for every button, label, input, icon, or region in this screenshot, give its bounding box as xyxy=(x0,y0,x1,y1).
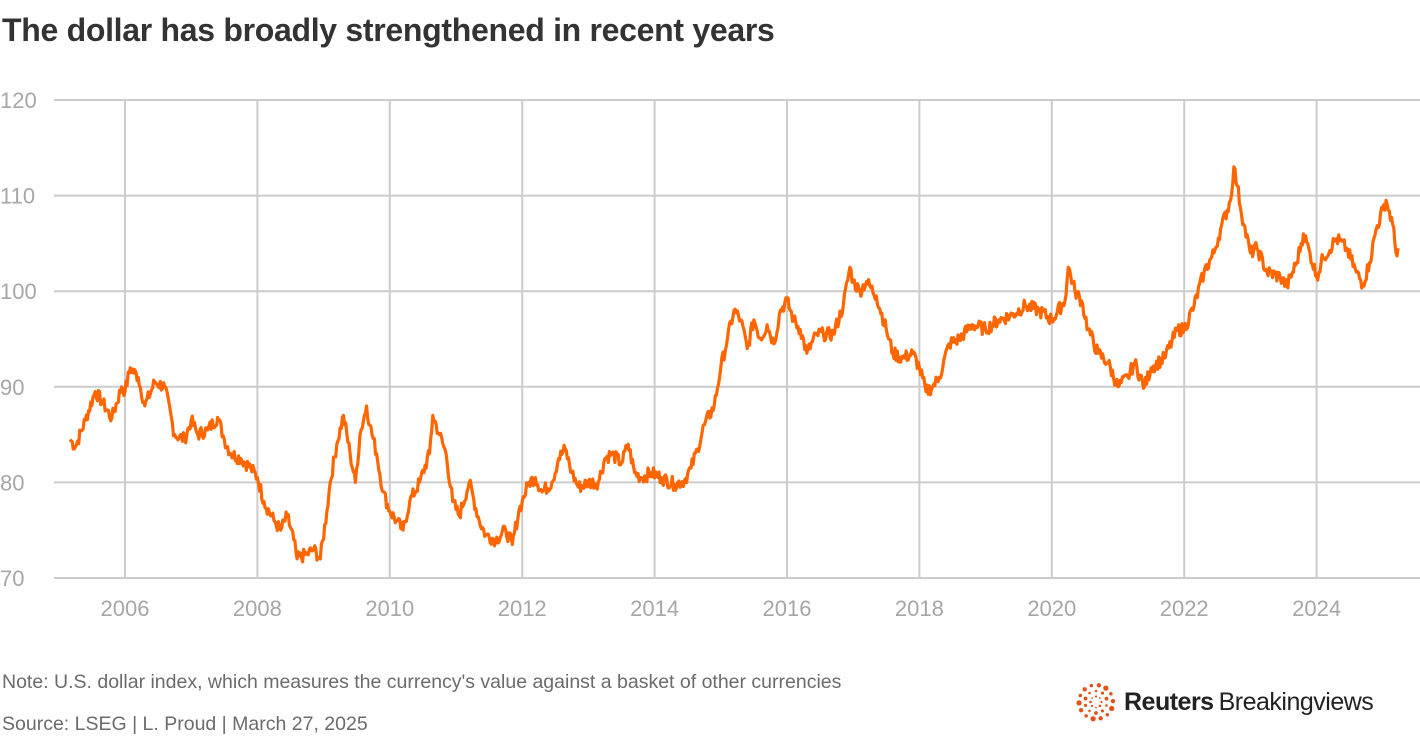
x-tick-label: 2020 xyxy=(1027,596,1076,621)
chart-note: Note: U.S. dollar index, which measures … xyxy=(2,671,842,693)
logo-dot xyxy=(1105,712,1110,717)
logo-dot xyxy=(1078,708,1084,713)
logo-dot xyxy=(1098,716,1103,721)
y-tick-label: 100 xyxy=(0,279,37,304)
x-tick-label: 2016 xyxy=(763,596,812,621)
grid xyxy=(54,99,1420,579)
y-axis-labels: 70 80 90 100 110 120 xyxy=(0,88,37,591)
y-tick-label: 70 xyxy=(0,566,24,591)
x-tick-label: 2012 xyxy=(498,596,547,621)
y-tick-label: 120 xyxy=(0,88,37,113)
logo-dot xyxy=(1083,696,1088,701)
logo-dot xyxy=(1088,691,1091,695)
x-tick-label: 2018 xyxy=(895,596,944,621)
x-tick-label: 2010 xyxy=(365,596,414,621)
x-tick-label: 2008 xyxy=(233,596,282,621)
dollar-index-line xyxy=(68,165,1400,564)
x-tick-label: 2006 xyxy=(101,596,150,621)
logo-dot xyxy=(1103,685,1109,691)
y-tick-label: 110 xyxy=(0,184,35,209)
line-chart: 70 80 90 100 110 120 2006 2008 2010 2012 2014 2016… xyxy=(0,88,1420,621)
logo-dot xyxy=(1100,709,1105,713)
logo-dot xyxy=(1094,711,1098,715)
chart-title: The dollar has broadly strengthened in r… xyxy=(2,12,775,48)
logo-breakingviews: Breakingviews xyxy=(1218,687,1374,716)
x-tick-label: 2022 xyxy=(1160,596,1209,621)
logo-dot xyxy=(1088,709,1091,713)
logo-dot xyxy=(1076,700,1082,706)
logo-dot xyxy=(1109,692,1113,696)
logo-dot xyxy=(1089,683,1094,688)
logo-dot xyxy=(1090,716,1096,722)
y-tick-label: 80 xyxy=(0,470,24,495)
reuters-dots-icon xyxy=(1076,683,1116,722)
logo-dot xyxy=(1078,693,1083,698)
x-axis-labels: 2006 2008 2010 2012 2014 2016 2018 2020 2022 2024 xyxy=(101,596,1342,621)
logo-dot xyxy=(1089,700,1092,704)
logo-dot xyxy=(1099,697,1101,699)
x-tick-label: 2014 xyxy=(630,596,679,621)
logo-dot xyxy=(1083,703,1088,707)
logo-dot xyxy=(1100,700,1103,704)
logo-dot xyxy=(1109,705,1115,712)
chart-source: Source: LSEG | L. Proud | March 27, 2025 xyxy=(2,713,368,735)
y-tick-label: 90 xyxy=(0,375,24,400)
logo-dot xyxy=(1105,704,1108,707)
logo-dot xyxy=(1104,696,1109,701)
logo-dot xyxy=(1084,714,1088,718)
logo-dot xyxy=(1096,683,1102,688)
logo-dot xyxy=(1082,687,1087,692)
logo-dot xyxy=(1094,689,1098,693)
logo-dot xyxy=(1094,695,1098,698)
reuters-breakingviews-logo: Reuters Breakingviews xyxy=(1076,682,1374,722)
series xyxy=(68,165,1400,564)
logo-dot xyxy=(1095,706,1097,709)
logo-dot xyxy=(1098,704,1102,708)
logo-dot xyxy=(1091,704,1094,707)
logo-dot xyxy=(1110,698,1116,704)
logo-dot xyxy=(1091,697,1093,699)
logo-reuters: Reuters xyxy=(1124,687,1214,716)
logo-dot xyxy=(1100,691,1105,695)
x-tick-label: 2024 xyxy=(1292,596,1341,621)
